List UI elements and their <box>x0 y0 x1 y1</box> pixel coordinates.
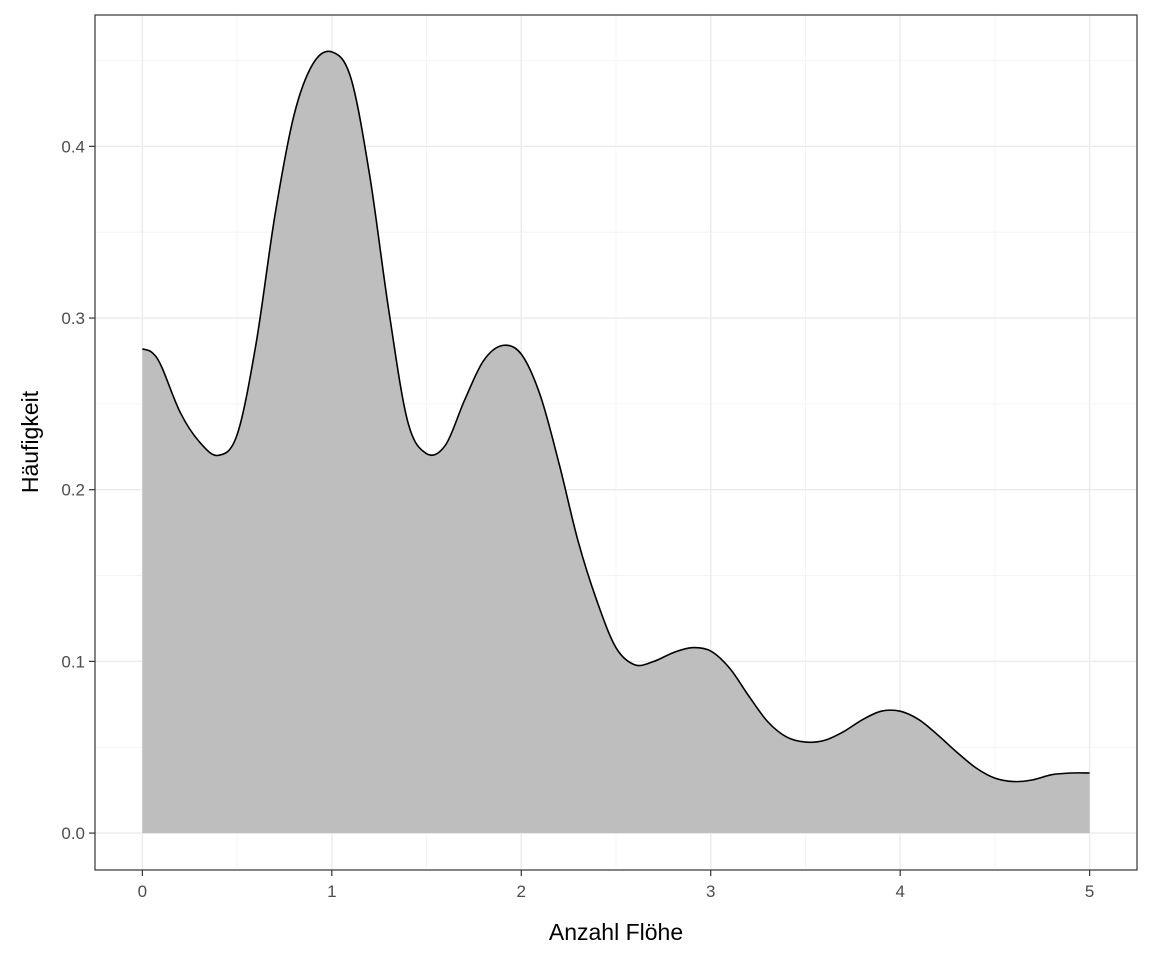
y-tick-label: 0.4 <box>61 137 85 156</box>
x-axis: 0 1 2 3 4 5 <box>138 870 1094 901</box>
y-axis-title: Häufigkeit <box>17 390 43 493</box>
x-axis-title: Anzahl Flöhe <box>549 919 683 945</box>
y-tick-label: 0.3 <box>61 309 85 328</box>
y-tick-label: 0.0 <box>61 824 85 843</box>
y-tick-label: 0.1 <box>61 652 85 671</box>
x-tick-label: 3 <box>706 882 715 901</box>
x-tick-label: 5 <box>1085 882 1094 901</box>
y-tick-label: 0.2 <box>61 481 85 500</box>
density-line <box>142 50 1090 783</box>
plot-panel-border <box>94 14 1138 871</box>
y-axis: 0.0 0.1 0.2 0.3 0.4 <box>61 137 95 843</box>
x-tick-label: 0 <box>138 882 147 901</box>
x-tick-label: 4 <box>895 882 904 901</box>
x-tick-label: 1 <box>327 882 336 901</box>
x-tick-label: 2 <box>517 882 526 901</box>
